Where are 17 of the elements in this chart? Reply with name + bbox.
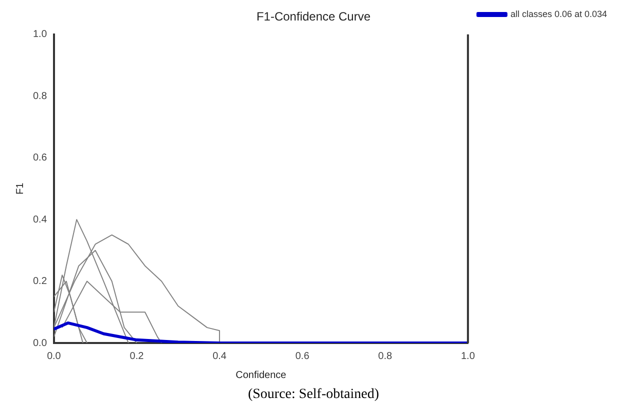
y-tick-label: 0.4 — [32, 214, 48, 226]
chart-title: F1-Confidence Curve — [256, 10, 371, 24]
y-tick-label: 0.2 — [32, 276, 48, 288]
x-tick-label: 0.2 — [130, 350, 144, 362]
y-tick-label: 0.8 — [32, 90, 48, 102]
x-tick-label: 1.0 — [460, 350, 476, 362]
y-tick-label: 0.0 — [32, 338, 48, 349]
y-tick-label: 0.6 — [32, 152, 48, 164]
x-tick-label: 0.0 — [46, 350, 62, 362]
x-tick-label: 0.8 — [378, 350, 393, 362]
y-axis-title: F1 — [14, 182, 26, 195]
x-tick-label: 0.4 — [212, 350, 227, 362]
legend-label: all classes 0.06 at 0.034 — [510, 8, 607, 19]
text: (Source: Self-obtained) — [246, 387, 380, 403]
x-tick-label: 0.6 — [295, 350, 310, 362]
y-tick-label: 1.0 — [32, 29, 48, 40]
x-axis-title: Confidence — [236, 370, 287, 381]
